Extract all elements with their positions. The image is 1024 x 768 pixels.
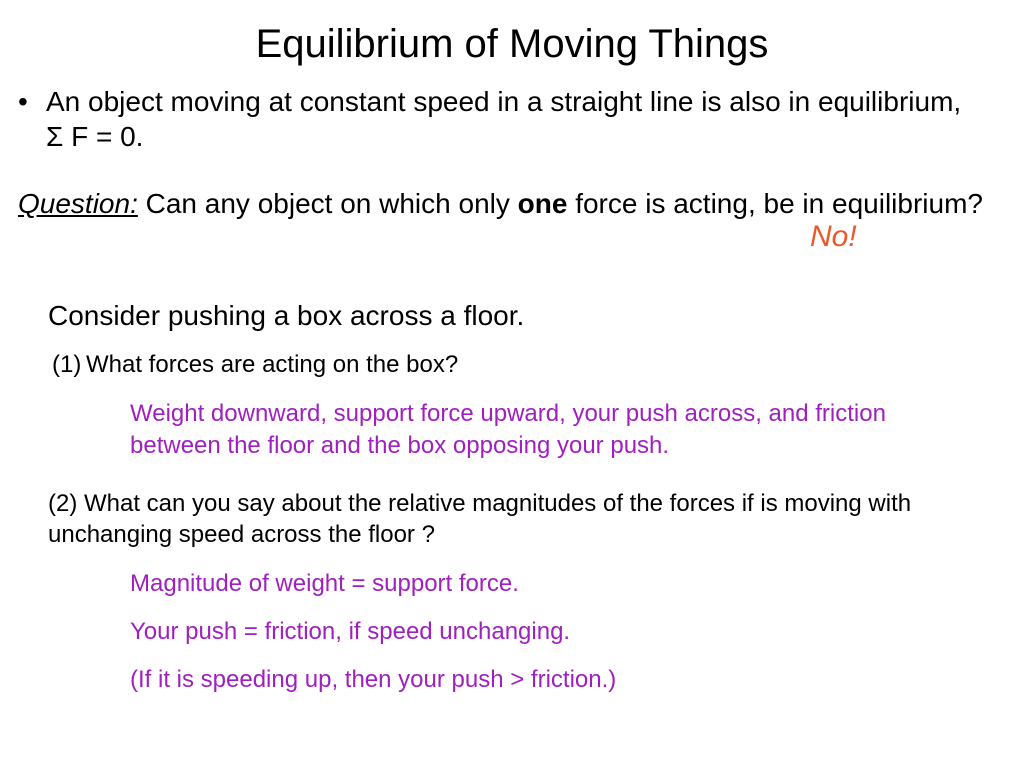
q1-text: What forces are acting on the box? (86, 351, 458, 378)
q2-answer-1: Magnitude of weight = support force. (130, 570, 519, 598)
question-2: (2) What can you say about the relative … (48, 488, 994, 550)
bullet-text: An object moving at constant speed in a … (46, 84, 976, 154)
question-1: (1)What forces are acting on the box? (52, 351, 458, 379)
question-after-bold: force is acting, be in equilibrium? (567, 188, 983, 219)
question-bold: one (518, 188, 568, 219)
sigma-symbol: Σ (46, 121, 63, 152)
bullet-after: F = 0. (63, 121, 143, 152)
bullet-dot-icon: • (18, 84, 46, 119)
slide: Equilibrium of Moving Things •An object … (0, 0, 1024, 768)
q1-answer: Weight downward, support force upward, y… (130, 398, 964, 463)
main-bullet: •An object moving at constant speed in a… (18, 84, 994, 154)
q2-answer-2: Your push = friction, if speed unchangin… (130, 618, 570, 646)
question-label: Question: (18, 188, 138, 219)
question-before-bold: Can any object on which only (138, 188, 518, 219)
q2-answer-3: (If it is speeding up, then your push > … (130, 666, 616, 694)
question-block: Question: Can any object on which only o… (18, 186, 994, 222)
consider-line: Consider pushing a box across a floor. (48, 300, 524, 332)
q1-number: (1) (52, 351, 86, 379)
bullet-before: An object moving at constant speed in a … (46, 86, 961, 117)
slide-title: Equilibrium of Moving Things (0, 22, 1024, 67)
answer-no: No! (810, 220, 857, 254)
